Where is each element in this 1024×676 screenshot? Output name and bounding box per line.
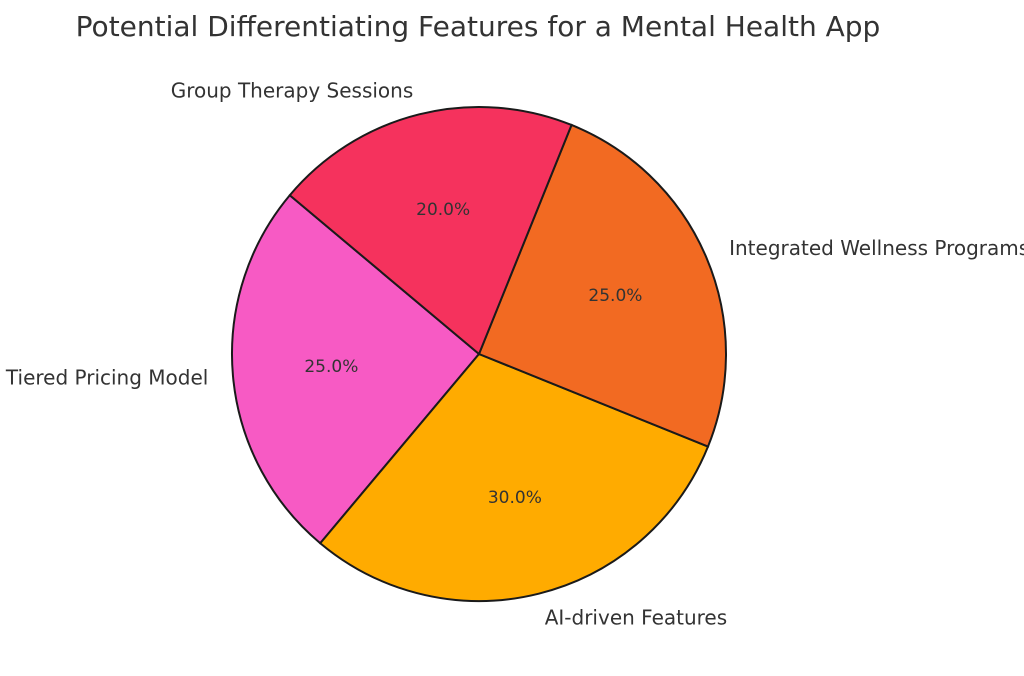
pie-slice-tiered-pricing-model [231, 193, 481, 545]
slice-label-tiered-pricing-model: Tiered Pricing Model [5, 366, 208, 390]
pct-label-integrated-wellness-programs: 25.0% [588, 286, 642, 306]
slice-label-integrated-wellness-programs: Integrated Wellness Programs [729, 236, 1024, 260]
pie-slices [231, 106, 727, 602]
pct-label-ai-driven-features: 30.0% [488, 488, 542, 508]
chart-title: Potential Differentiating Features for a… [76, 10, 881, 43]
pct-label-tiered-pricing-model: 25.0% [304, 357, 358, 377]
pie-slice-ai-driven-features [318, 352, 710, 602]
pct-label-group-therapy-sessions: 20.0% [416, 200, 470, 220]
pie-labels: 25.0% Tiered Pricing Model 30.0% AI-driven … [5, 78, 1024, 629]
slice-label-group-therapy-sessions: Group Therapy Sessions [171, 78, 414, 102]
slice-label-ai-driven-features: AI-driven Features [545, 606, 727, 630]
pie-slice-group-therapy-sessions [288, 106, 573, 356]
pie-slice-integrated-wellness-programs [477, 123, 727, 448]
